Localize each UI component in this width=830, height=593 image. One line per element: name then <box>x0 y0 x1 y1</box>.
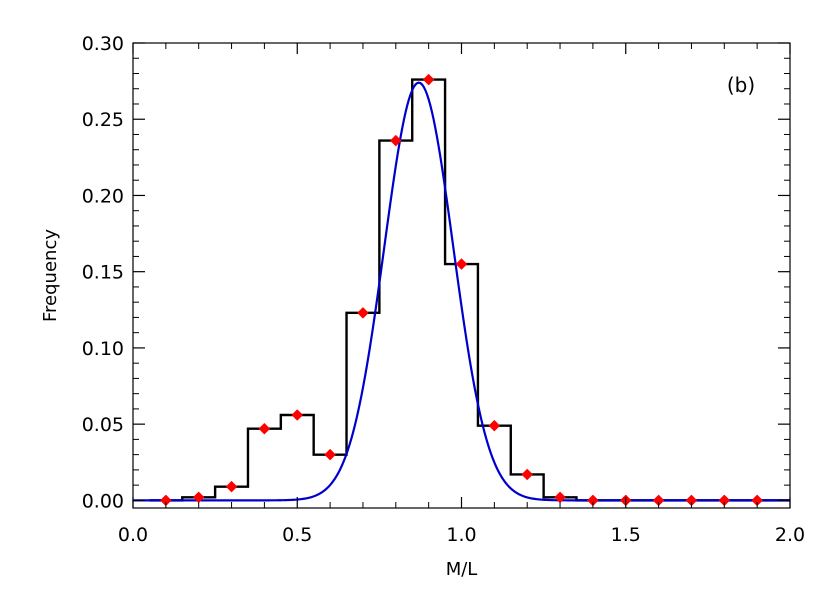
x-tick-label: 2.0 <box>775 524 805 546</box>
y-tick-label: 0.15 <box>82 262 124 284</box>
y-tick-label: 0.30 <box>82 33 124 55</box>
data-point-diamond <box>389 134 402 147</box>
y-tick-label: 0.10 <box>82 338 124 360</box>
panel-label: (b) <box>727 73 755 97</box>
data-point-diamond <box>521 468 534 481</box>
y-tick-label: 0.05 <box>82 414 124 436</box>
data-point-diamond <box>258 422 271 435</box>
x-tick-label: 0.0 <box>118 524 148 546</box>
x-axis-title: M/L <box>446 559 478 580</box>
data-point-diamond <box>357 306 369 319</box>
data-point-diamond <box>324 448 336 461</box>
axis-ticks: 0.0 0.5 1.0 1.5 2.0 0.00 0.05 0.10 0.15 0.20 0.25 0… <box>82 33 805 546</box>
data-point-diamond <box>455 258 468 270</box>
data-point-diamond <box>291 409 304 421</box>
histogram-steps <box>149 78 790 502</box>
x-tick-label: 1.5 <box>611 524 641 546</box>
y-tick-label: 0.00 <box>82 490 124 512</box>
gaussian-fit-curve <box>133 81 790 502</box>
data-point-diamond <box>488 419 501 432</box>
x-tick-label: 0.5 <box>282 524 312 546</box>
x-tick-label: 1.0 <box>446 524 476 546</box>
y-axis-title: Frequency <box>40 229 61 322</box>
plot-area <box>133 73 790 507</box>
data-point-diamond <box>225 480 238 493</box>
y-tick-label: 0.20 <box>82 185 124 207</box>
y-tick-label: 0.25 <box>82 109 124 131</box>
plot-frame <box>132 42 791 509</box>
data-point-diamond <box>422 73 435 86</box>
